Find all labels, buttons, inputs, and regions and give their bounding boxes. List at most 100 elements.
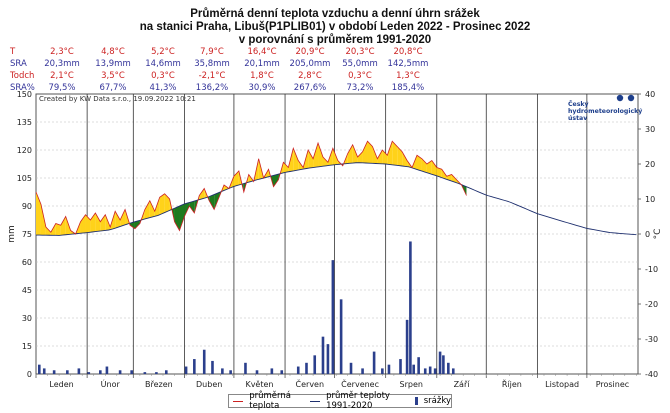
anomaly-fill	[233, 171, 239, 187]
y-right-tick-label: -10	[645, 265, 658, 274]
stats-cell: 0,3°C	[348, 71, 372, 81]
x-tick-label: Únor	[101, 378, 121, 389]
precip-bar	[130, 370, 133, 374]
precip-bar	[326, 344, 330, 374]
precip-bar	[211, 360, 214, 374]
x-tick-label: Listopad	[545, 380, 579, 389]
x-tick-label: Březen	[145, 380, 173, 389]
precip-bar	[255, 370, 259, 374]
anomaly-fill	[451, 174, 457, 183]
precip-bar	[184, 366, 188, 374]
legend-temp-label: průměrná teplota	[249, 391, 291, 411]
anomaly-fill	[90, 213, 96, 233]
y-right-tick-label: 10	[645, 195, 655, 204]
stats-cell: 20,8°C	[393, 47, 423, 57]
anomaly-fill	[224, 185, 229, 191]
anomaly-fill	[293, 148, 299, 171]
anomaly-fill	[80, 214, 86, 234]
precip-bar	[143, 372, 147, 374]
stats-cell: -2,1°C	[198, 71, 226, 81]
precip-bar	[193, 359, 196, 374]
stats-cell: 20,1mm	[244, 59, 280, 69]
stats-cell: 2,1°C	[50, 71, 74, 81]
anomaly-fill	[318, 143, 323, 167]
anomaly-fill	[273, 174, 279, 187]
stats-cell: 20,3mm	[44, 59, 80, 69]
anomaly-fill	[357, 151, 363, 163]
stats-cell: 41,3%	[149, 83, 177, 93]
stats-cell: 20,9°C	[295, 47, 325, 57]
anomaly-fill	[115, 211, 121, 229]
anomaly-fill	[45, 227, 51, 236]
precip-bar	[349, 362, 353, 374]
chart-title-line3: v porovnání s průměrem 1991-2020	[238, 34, 432, 46]
anomaly-fill	[199, 188, 205, 200]
stats-cell: 2,8°C	[298, 71, 322, 81]
y-right-tick-label: 20	[645, 160, 655, 169]
anomaly-fill	[402, 151, 408, 167]
anomaly-fill	[159, 193, 165, 215]
y-right-tick-label: -20	[645, 300, 658, 309]
anomaly-fill	[436, 167, 442, 178]
precip-bar	[381, 368, 384, 374]
chart-title-line1: Průměrná denní teplota vzduchu a denní ú…	[190, 8, 480, 20]
y-right-axis-label: °C	[653, 229, 663, 240]
stats-cell: 185,4%	[391, 83, 425, 93]
precip-bar	[270, 368, 274, 374]
precip-bar	[405, 319, 409, 374]
stats-cell: 142,5mm	[387, 59, 429, 69]
precip-bar	[280, 370, 284, 374]
precip-bar	[155, 372, 158, 374]
precip-bar	[66, 370, 69, 374]
anomaly-fill	[313, 143, 319, 168]
anomaly-fill	[164, 193, 170, 213]
series-line-norm	[35, 162, 637, 236]
legend-norm-swatch	[309, 400, 321, 402]
chart-title-line2: na stanici Praha, Libuš(P1PLIB01) v obdo…	[139, 21, 531, 33]
stats-cell: 3,5°C	[101, 71, 125, 81]
anomaly-fill	[154, 197, 160, 217]
y-left-axis-label: mm	[7, 225, 17, 243]
precip-bar	[361, 368, 364, 374]
precip-bar	[221, 368, 224, 374]
y-left-tick-label: 60	[22, 258, 32, 267]
stats-row-label: SRA	[10, 59, 27, 69]
legend-temp-swatch	[233, 400, 244, 402]
legend-precip-swatch	[414, 397, 418, 405]
precip-bar	[164, 370, 168, 374]
precip-bar	[412, 364, 415, 374]
stats-cell: 13,9mm	[95, 59, 131, 69]
anomaly-fill	[209, 194, 215, 210]
x-tick-label: Květen	[245, 380, 273, 389]
anomaly-fill	[179, 203, 185, 231]
x-tick-label: Červenec	[341, 378, 379, 389]
stats-row-label: SRA%	[10, 83, 35, 93]
anomaly-fill	[362, 141, 368, 164]
anomaly-fill	[60, 216, 66, 236]
y-right-tick-label: -40	[645, 370, 658, 379]
anomaly-fill	[214, 192, 220, 210]
logo-text: ústav	[568, 114, 587, 122]
x-tick-label: Leden	[49, 380, 73, 389]
stats-cell: 14,6mm	[145, 59, 181, 69]
y-left-tick-label: 105	[17, 174, 32, 183]
stats-cell: 136,2%	[195, 83, 229, 93]
anomaly-fill	[130, 221, 135, 229]
y-right-tick-label: 30	[645, 125, 655, 134]
stats-cell: 1,8°C	[250, 71, 274, 81]
anomaly-fill	[149, 200, 155, 218]
y-left-tick-label: 135	[17, 118, 32, 127]
anomaly-fill	[36, 192, 41, 236]
anomaly-fill	[120, 209, 126, 227]
x-tick-label: Červen	[296, 378, 325, 389]
anomaly-fill	[332, 148, 338, 165]
precip-bar	[37, 364, 41, 374]
logo-text: Český	[568, 99, 589, 108]
logo-dot	[616, 94, 624, 102]
precip-bar	[451, 368, 455, 374]
anomaly-fill	[134, 220, 140, 229]
precip-bar	[87, 372, 91, 374]
stats-row-label: T	[10, 47, 16, 57]
logo-text: hydrometeorologický	[568, 106, 642, 115]
